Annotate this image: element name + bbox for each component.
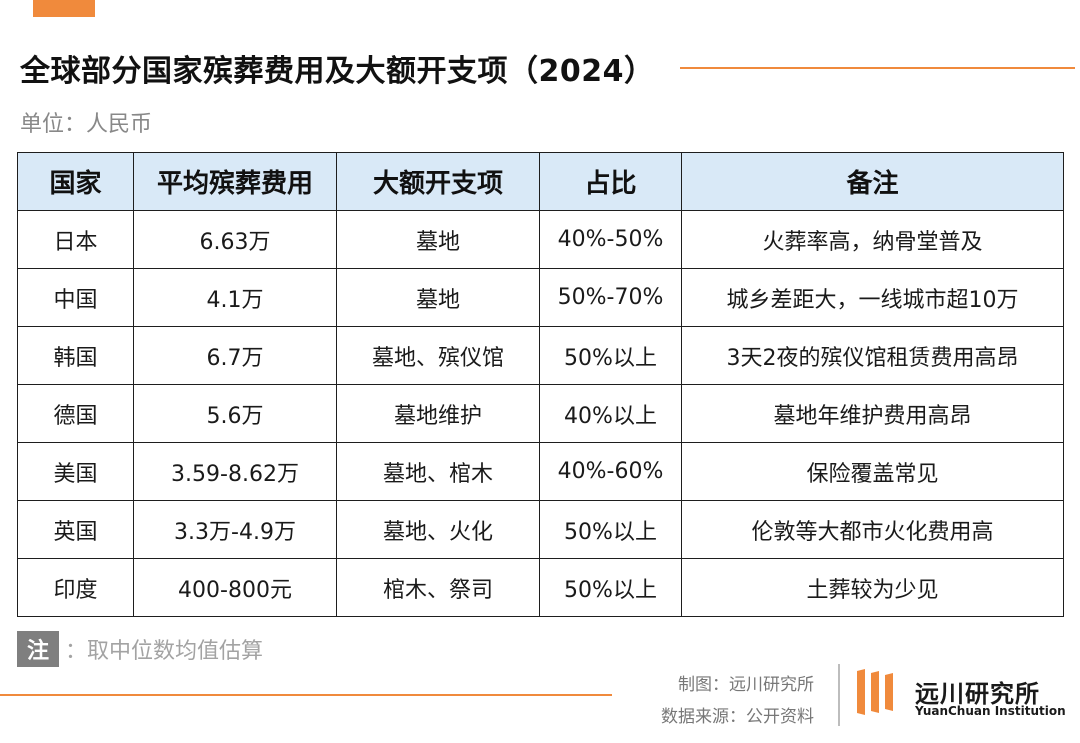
table-row: 印度 400-800元 棺木、祭司 50%以上 土葬较为少见 xyxy=(17,558,1064,617)
cell-remark: 3天2夜的殡仪馆租赁费用高昂 xyxy=(681,326,1064,385)
cell-share: 40%-50% xyxy=(539,210,682,269)
cell-avg-cost: 3.3万-4.9万 xyxy=(133,500,337,559)
column-header-major-expense: 大额开支项 xyxy=(336,152,540,211)
cell-avg-cost: 400-800元 xyxy=(133,558,337,617)
cell-major-expense: 棺木、祭司 xyxy=(336,558,540,617)
cell-avg-cost: 6.63万 xyxy=(133,210,337,269)
footnote-tag: 注 xyxy=(17,631,59,667)
table-row: 美国 3.59-8.62万 墓地、棺木 40%-60% 保险覆盖常见 xyxy=(17,442,1064,501)
logo-text-en: YuanChuan Institution xyxy=(915,704,1066,718)
cell-country: 印度 xyxy=(17,558,134,617)
cell-remark: 保险覆盖常见 xyxy=(681,442,1064,501)
cell-avg-cost: 3.59-8.62万 xyxy=(133,442,337,501)
footnote-text: ：取中位数均值估算 xyxy=(65,639,264,664)
logo-text-cn: 远川研究所 xyxy=(915,680,1040,708)
column-header-remark: 备注 xyxy=(681,152,1064,211)
yuanchuan-logo-icon xyxy=(857,669,893,715)
cell-major-expense: 墓地维护 xyxy=(336,384,540,443)
cell-share: 50%-70% xyxy=(539,268,682,327)
cell-major-expense: 墓地、火化 xyxy=(336,500,540,559)
footnote: 注 ：取中位数均值估算 xyxy=(17,631,263,667)
cell-major-expense: 墓地、殡仪馆 xyxy=(336,326,540,385)
cell-remark: 城乡差距大，一线城市超10万 xyxy=(681,268,1064,327)
column-header-avg-cost: 平均殡葬费用 xyxy=(133,152,337,211)
column-header-share: 占比 xyxy=(539,152,682,211)
cell-country: 英国 xyxy=(17,500,134,559)
funeral-cost-table: 国家 平均殡葬费用 大额开支项 占比 备注 日本 6.63万 墓地 40%-50… xyxy=(17,152,1064,617)
unit-label: 单位：人民币 xyxy=(20,112,153,137)
cell-remark: 墓地年维护费用高昂 xyxy=(681,384,1064,443)
cell-country: 德国 xyxy=(17,384,134,443)
bottom-divider xyxy=(0,694,612,696)
cell-country: 韩国 xyxy=(17,326,134,385)
data-source: 数据来源：公开资料 xyxy=(661,707,814,727)
cell-avg-cost: 4.1万 xyxy=(133,268,337,327)
cell-share: 40%-60% xyxy=(539,442,682,501)
logo-separator xyxy=(838,664,840,726)
cell-country: 美国 xyxy=(17,442,134,501)
cell-share: 50%以上 xyxy=(539,558,682,617)
cell-share: 50%以上 xyxy=(539,500,682,559)
table-row: 德国 5.6万 墓地维护 40%以上 墓地年维护费用高昂 xyxy=(17,384,1064,443)
table-row: 英国 3.3万-4.9万 墓地、火化 50%以上 伦敦等大都市火化费用高 xyxy=(17,500,1064,559)
column-header-country: 国家 xyxy=(17,152,134,211)
table-row: 韩国 6.7万 墓地、殡仪馆 50%以上 3天2夜的殡仪馆租赁费用高昂 xyxy=(17,326,1064,385)
cell-avg-cost: 5.6万 xyxy=(133,384,337,443)
cell-remark: 火葬率高，纳骨堂普及 xyxy=(681,210,1064,269)
title-divider xyxy=(680,67,1075,69)
cell-country: 日本 xyxy=(17,210,134,269)
cell-avg-cost: 6.7万 xyxy=(133,326,337,385)
table-row: 中国 4.1万 墓地 50%-70% 城乡差距大，一线城市超10万 xyxy=(17,268,1064,327)
table-header-row: 国家 平均殡葬费用 大额开支项 占比 备注 xyxy=(17,152,1064,211)
cell-share: 40%以上 xyxy=(539,384,682,443)
cell-major-expense: 墓地 xyxy=(336,210,540,269)
top-accent-bar xyxy=(33,0,95,17)
cell-remark: 土葬较为少见 xyxy=(681,558,1064,617)
cell-remark: 伦敦等大都市火化费用高 xyxy=(681,500,1064,559)
chart-credit: 制图：远川研究所 xyxy=(678,675,814,695)
table-row: 日本 6.63万 墓地 40%-50% 火葬率高，纳骨堂普及 xyxy=(17,210,1064,269)
cell-major-expense: 墓地、棺木 xyxy=(336,442,540,501)
cell-country: 中国 xyxy=(17,268,134,327)
page-title: 全球部分国家殡葬费用及大额开支项（2024） xyxy=(20,54,655,89)
cell-share: 50%以上 xyxy=(539,326,682,385)
cell-major-expense: 墓地 xyxy=(336,268,540,327)
